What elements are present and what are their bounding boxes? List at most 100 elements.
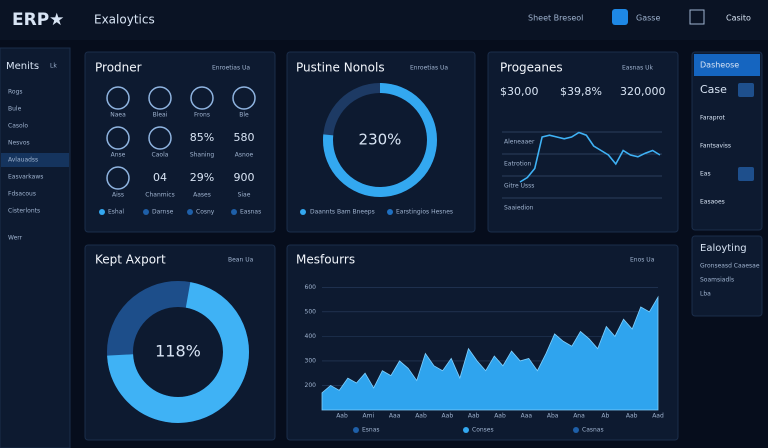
panel-title: Progeanes [500,61,563,75]
y-tick-label: 400 [305,333,317,340]
stat: $30,00 [500,85,539,98]
x-tick-label: Aab [336,413,348,420]
active-item [1,153,69,167]
legend-dot [99,209,105,215]
item-icon [738,83,754,97]
dash-item[interactable]: Easaoes [700,199,725,206]
legend: Darnse [152,209,174,216]
legend: Cosny [196,209,215,216]
y-tick-label: 300 [305,357,317,364]
x-tick-label: Aab [468,413,480,420]
x-tick-label: Ami [363,413,375,420]
x-tick-label: Aaa [389,413,401,420]
line [519,131,661,183]
tile-value: 85% [190,131,214,144]
x-tick-label: Ab [601,413,609,420]
dash-item[interactable]: Fantsaviss [700,143,731,150]
legend-dot [300,209,306,215]
x-tick-label: Aab [442,413,454,420]
x-tick-label: Ana [573,413,585,420]
x-tick-label: Aab [415,413,427,420]
legend: Daannts Bam Bneeps [310,209,375,216]
stat: $39,8% [560,85,602,98]
tile-label: Siae [238,192,251,199]
panel-tag: Enroetias Ua [212,65,250,72]
tile-label: Aases [193,192,211,199]
button-icon[interactable] [612,9,628,25]
header [0,0,768,40]
panel-title: Mesfourrs [296,253,355,267]
button[interactable]: Gasse [636,14,660,23]
tile-label: Naea [110,112,126,119]
panel-tag: Enos Ua [630,257,655,264]
sidebar [0,47,71,448]
sidebar-badge: Lk [50,63,57,70]
item-icon [738,167,754,181]
row-label: Aleneaaer [504,139,535,146]
legend-dot [143,209,149,215]
tile-icon [148,86,172,110]
dash-item[interactable]: Eas [700,171,711,178]
logo: ERP★ [12,10,64,30]
legend-dot [573,427,579,433]
menu-item[interactable]: Werr [8,235,23,242]
menu-item[interactable]: Nesvos [8,140,30,147]
tile-label: Aiss [112,192,124,199]
panel-header [694,54,760,76]
tile-value: 04 [153,171,167,184]
tile-label: Bleai [153,112,168,119]
row-label: Gitre Usss [504,183,534,190]
menu-item[interactable]: Easvarkaws [8,174,43,181]
tile-value: 900 [234,171,255,184]
panel [691,235,763,317]
dash-item[interactable]: Case [700,83,727,96]
menu-item[interactable]: Rogs [8,89,23,96]
info-line: Soamsiadls [700,277,734,284]
menu-item[interactable]: Avlauadss [8,157,38,164]
calendar-icon[interactable] [689,9,705,25]
legend: Casnas [582,427,604,434]
donut-arc [323,83,437,197]
panel [286,51,476,233]
panel [84,51,276,233]
x-tick-label: Aad [652,413,664,420]
row-label: Eatrotion [504,161,532,168]
menu-item[interactable]: Fdsacous [8,191,36,198]
panel-tag: Enroetias Ua [410,65,448,72]
info-line: Gronseasd Caaesae [700,263,760,270]
donut-center: 230% [359,131,402,149]
menu-item[interactable]: Cisterlonts [8,208,40,215]
y-tick-label: 500 [305,308,317,315]
legend-dot [463,427,469,433]
tile-label: Chanmics [145,192,174,199]
y-tick-label: 600 [305,284,317,291]
menu-item[interactable]: Bule [8,106,22,113]
sidebar-title: Menits [6,61,39,72]
user[interactable]: Casito [726,14,751,23]
donut-arc [107,281,249,423]
tile-icon [190,86,214,110]
app-title: Exaloytics [94,13,155,27]
panel-tag: Easnas Uk [622,65,653,72]
dash-item[interactable]: Faraprot [700,115,726,122]
legend-dot [187,209,193,215]
x-tick-label: Aab [494,413,506,420]
legend-dot [231,209,237,215]
tile-label: Frons [194,112,210,119]
legend-dot [387,209,393,215]
tile-icon [106,166,130,190]
tile-label: Ble [239,112,249,119]
legend: Easnas [240,209,261,216]
search[interactable]: Sheet Breseol [528,14,583,23]
panel-title: Dasheose [700,61,739,70]
donut-center: 118% [155,342,201,361]
panel [487,51,679,233]
panel-title: Prodner [95,61,142,75]
menu-item[interactable]: Casolo [8,123,28,130]
tile-label: Shaning [190,152,215,159]
tile-value: 29% [190,171,214,184]
panel-title: Kept Axport [95,253,166,267]
x-tick-label: Aab [626,413,638,420]
stat: 320,000 [620,85,666,98]
